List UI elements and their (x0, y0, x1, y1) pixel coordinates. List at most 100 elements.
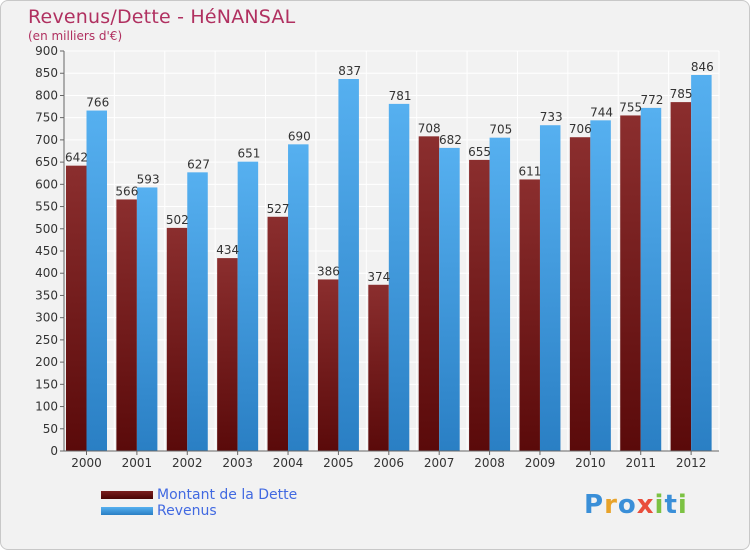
bar-dette (267, 216, 289, 451)
y-tick-label: 50 (43, 422, 58, 436)
data-label: 642 (65, 151, 88, 165)
x-tick-label: 2006 (374, 456, 405, 470)
y-tick-label: 400 (35, 266, 58, 280)
data-label: 744 (590, 105, 613, 119)
bar-revenus (237, 161, 259, 451)
y-tick-label: 500 (35, 222, 58, 236)
x-tick-label: 2012 (676, 456, 707, 470)
bar-dette (217, 258, 238, 451)
legend-swatch-revenus (101, 507, 153, 515)
data-label: 593 (137, 172, 160, 186)
y-tick-label: 100 (35, 400, 58, 414)
bar-dette (569, 137, 591, 451)
x-tick-label: 2002 (172, 456, 203, 470)
chart-legend: Montant de la Dette Revenus (101, 487, 297, 519)
logo-letter: i (654, 490, 665, 520)
chart-title: Revenus/Dette - HéNANSAL (28, 6, 296, 28)
y-tick-label: 550 (35, 200, 58, 214)
data-label: 502 (166, 213, 189, 227)
bar-revenus (187, 172, 208, 452)
bar-dette (116, 199, 137, 451)
logo-letter: P (584, 490, 605, 520)
logo-letter: t (664, 490, 678, 520)
y-tick-label: 300 (35, 311, 58, 325)
x-tick-label: 2007 (424, 456, 455, 470)
y-tick-label: 250 (35, 333, 58, 347)
data-label: 386 (317, 264, 340, 278)
bar-dette (66, 165, 87, 451)
x-tick-label: 2011 (625, 456, 656, 470)
logo-letter: r (604, 490, 618, 520)
bar-dette (166, 227, 188, 451)
legend-label-revenus: Revenus (157, 503, 217, 519)
x-tick-label: 2001 (122, 456, 153, 470)
y-tick-label: 700 (35, 133, 58, 147)
y-tick-label: 150 (35, 377, 58, 391)
bar-revenus (691, 75, 712, 451)
bar-revenus (338, 79, 359, 451)
data-label: 708 (418, 121, 441, 135)
data-label: 566 (115, 184, 138, 198)
bar-revenus (136, 187, 158, 451)
bar-dette (519, 179, 540, 451)
y-tick-label: 200 (35, 355, 58, 369)
data-label: 706 (569, 122, 592, 136)
x-tick-label: 2008 (474, 456, 505, 470)
bar-revenus (439, 147, 460, 451)
chart-subtitle: (en milliers d'€) (28, 29, 123, 43)
logo-letter: x (636, 490, 655, 520)
bar-revenus (539, 125, 561, 451)
data-label: 682 (439, 133, 462, 147)
y-tick-label: 650 (35, 155, 58, 169)
bar-revenus (388, 103, 410, 451)
bar-dette (620, 115, 641, 451)
data-label: 785 (670, 87, 693, 101)
data-label: 772 (641, 93, 664, 107)
data-label: 837 (338, 64, 361, 78)
x-tick-label: 2000 (71, 456, 102, 470)
data-label: 705 (489, 123, 512, 137)
bar-revenus (86, 110, 107, 452)
data-label: 651 (237, 147, 260, 161)
data-label: 766 (86, 96, 109, 110)
data-label: 690 (288, 129, 311, 143)
y-tick-label: 600 (35, 177, 58, 191)
data-label: 434 (216, 243, 239, 257)
data-label: 527 (267, 202, 290, 216)
logo-letter: o (617, 490, 637, 520)
y-tick-label: 900 (35, 44, 58, 58)
bar-dette (418, 136, 440, 452)
data-label: 374 (367, 270, 390, 284)
y-tick-label: 850 (35, 66, 58, 80)
bar-revenus (590, 120, 611, 451)
legend-swatch-debt (101, 491, 153, 499)
bar-dette (317, 279, 339, 451)
x-tick-label: 2005 (323, 456, 354, 470)
data-label: 846 (691, 60, 714, 74)
data-label: 655 (468, 145, 491, 159)
x-tick-label: 2003 (222, 456, 253, 470)
x-tick-label: 2010 (575, 456, 606, 470)
proxiti-logo: Proxiti (584, 490, 688, 520)
bar-revenus (288, 144, 309, 452)
bar-revenus (640, 107, 662, 451)
y-tick-label: 0 (50, 444, 58, 458)
y-tick-label: 800 (35, 88, 58, 102)
data-label: 611 (519, 164, 542, 178)
y-tick-label: 750 (35, 111, 58, 125)
legend-item-debt: Montant de la Dette (101, 487, 297, 503)
bar-dette (670, 102, 692, 451)
data-label: 781 (389, 89, 412, 103)
x-tick-label: 2009 (525, 456, 556, 470)
x-tick-label: 2004 (273, 456, 304, 470)
legend-label-debt: Montant de la Dette (157, 487, 298, 503)
data-label: 627 (187, 157, 210, 171)
y-tick-label: 350 (35, 288, 58, 302)
data-label: 755 (619, 100, 642, 114)
legend-item-revenus: Revenus (101, 503, 297, 519)
bar-dette (368, 284, 389, 451)
bar-dette (469, 159, 490, 451)
bar-revenus (489, 137, 511, 451)
